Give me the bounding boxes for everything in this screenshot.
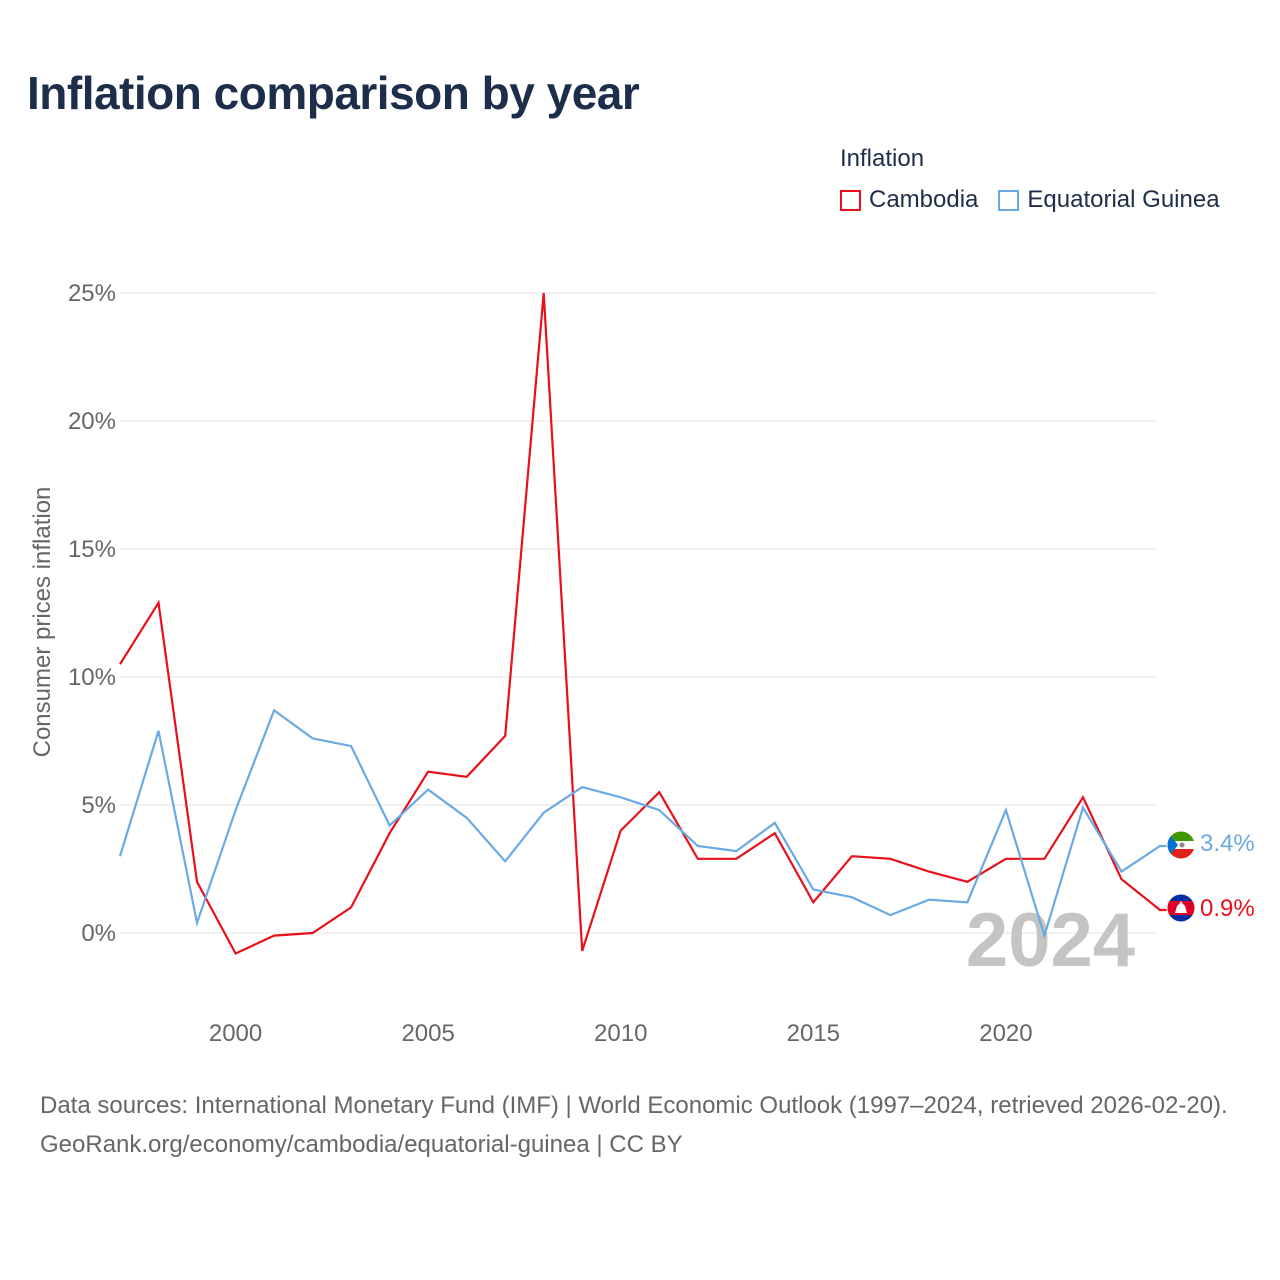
y-tick-label: 20%	[68, 408, 116, 435]
legend-label-cambodia: Cambodia	[869, 186, 979, 213]
x-tick-label: 2005	[401, 1020, 454, 1047]
legend-item-equatorial-guinea[interactable]: Equatorial Guinea	[998, 186, 1220, 214]
x-tick-label: 2010	[594, 1020, 647, 1047]
cambodia-flag	[1167, 894, 1195, 922]
y-tick-label: 10%	[68, 664, 116, 691]
legend-title: Inflation	[840, 145, 925, 172]
grid-lines	[120, 292, 1157, 934]
chart-title: Inflation comparison by year	[27, 67, 640, 119]
year-watermark: 2024	[966, 898, 1135, 983]
legend: Cambodia Equatorial Guinea	[840, 186, 1220, 214]
equatorial-guinea-flag	[1167, 831, 1195, 859]
y-axis-label: Consumer prices inflation	[29, 487, 56, 758]
y-axis-ticks: 0% 5% 10% 15% 20% 25%	[68, 280, 116, 947]
x-tick-label: 2015	[787, 1020, 840, 1047]
end-label-cambodia: 0.9%	[1200, 895, 1255, 922]
legend-item-cambodia[interactable]: Cambodia	[840, 186, 978, 214]
x-tick-label: 2000	[209, 1020, 262, 1047]
series-line-equatorial-guinea	[118, 708, 1168, 940]
x-axis-ticks: 2000 2005 2010 2015 2020	[209, 1020, 1033, 1047]
series-line-cambodia	[119, 292, 1168, 955]
footer: Data sources: International Monetary Fun…	[40, 1086, 1255, 1164]
credit-link[interactable]: GeoRank.org/economy/cambodia/equatorial-…	[40, 1131, 683, 1158]
end-label-equatorial-guinea: 3.4%	[1200, 830, 1255, 857]
legend-swatch-cambodia	[840, 189, 861, 211]
y-tick-label: 5%	[81, 792, 116, 819]
y-tick-label: 25%	[68, 280, 116, 307]
series-lines	[118, 292, 1168, 955]
x-tick-label: 2020	[979, 1020, 1032, 1047]
y-tick-label: 15%	[68, 536, 116, 563]
y-tick-label: 0%	[81, 920, 116, 947]
data-sources: Data sources: International Monetary Fun…	[40, 1092, 1228, 1119]
legend-swatch-equatorial-guinea	[998, 189, 1020, 211]
legend-label-equatorial-guinea: Equatorial Guinea	[1027, 186, 1220, 213]
